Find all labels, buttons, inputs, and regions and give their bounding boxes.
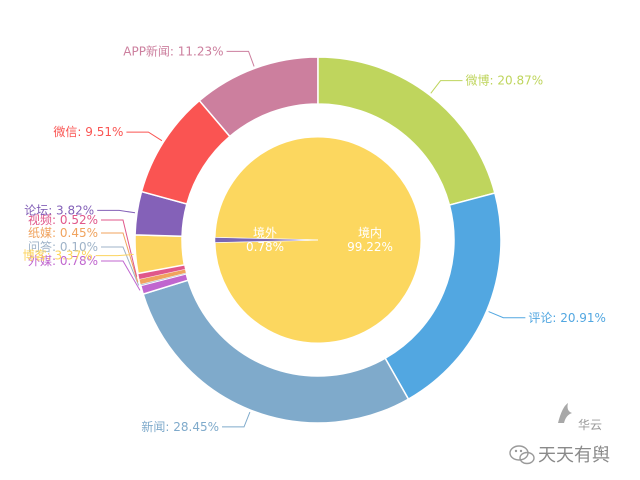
leader-line-9: [97, 209, 136, 214]
slice-label-3: 新闻: 28.45%: [141, 419, 219, 434]
leader-line-5: [101, 246, 140, 286]
leader-line-2: [488, 311, 526, 319]
leader-line-7: [101, 219, 138, 277]
slice-label-4: 外媒: 0.78%: [28, 254, 98, 268]
inner-slice-domestic: [214, 136, 422, 344]
wechat-icon: [509, 445, 535, 465]
slice-label-2: 评论: 20.91%: [528, 311, 606, 325]
outer-labels: APP新闻: 11.23% 微博: 20.87% 评论: 20.91% 新闻: 28.…: [23, 43, 606, 434]
huayun-logo-text: 华云: [578, 418, 602, 432]
leader-line-4: [101, 260, 141, 291]
slice-label-6: 纸媒: 0.45%: [28, 226, 98, 240]
watermark: 华云 天天有舆: [509, 403, 610, 466]
inner-label-value-domestic: 99.22%: [347, 240, 393, 254]
ring-slice-10: [140, 99, 231, 205]
slice-label-9: 论坛: 3.82%: [24, 203, 94, 217]
watermark-text: 天天有舆: [538, 445, 610, 466]
leader-line-8: [95, 253, 134, 257]
leader-line-10: [126, 131, 163, 142]
huayun-logo: 华云: [558, 403, 602, 432]
inner-label-name-domestic: 境内: [358, 225, 382, 240]
slice-label-0: APP新闻: 11.23%: [123, 43, 223, 58]
leader-line-6: [101, 232, 139, 283]
slice-label-5: 问答: 0.10%: [28, 239, 98, 254]
slice-label-7: 视频: 0.52%: [28, 212, 98, 227]
inner-label-value-overseas: 0.78%: [246, 240, 284, 254]
leader-line-3: [222, 411, 251, 428]
outer-ring: [134, 56, 502, 424]
inner-slice-overseas: [214, 237, 319, 243]
slice-label-8: 博客: 3.37%: [23, 248, 93, 263]
inner-label-name-overseas: 境外: [253, 225, 277, 240]
inner-pie: [214, 136, 422, 344]
leader-line-1: [430, 80, 463, 94]
slice-label-1: 微博: 20.87%: [466, 73, 544, 88]
leader-line-0: [226, 50, 255, 67]
slice-label-10: 微信: 9.51%: [53, 125, 123, 139]
